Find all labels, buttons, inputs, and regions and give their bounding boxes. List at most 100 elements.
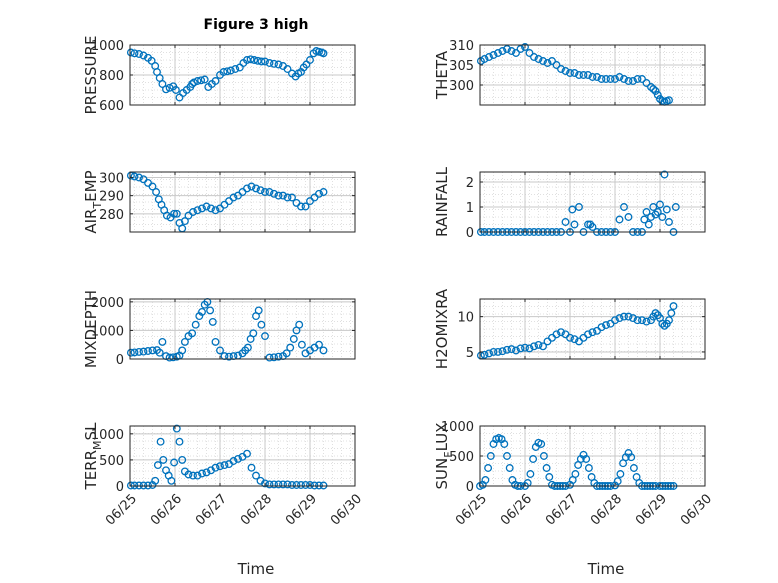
data-point (297, 340, 306, 349)
data-point (649, 203, 658, 211)
data-point (144, 347, 152, 355)
data-point (193, 77, 202, 85)
data-point (139, 347, 148, 356)
data-point (306, 56, 314, 64)
data-point (644, 220, 653, 229)
data-point (489, 51, 498, 59)
y-axis-label-subscript: F (442, 451, 455, 457)
x-tick-label: 06/29 (633, 491, 670, 528)
data-point (180, 337, 189, 346)
data-point (539, 342, 547, 351)
data-point (252, 184, 260, 193)
data-point (620, 312, 628, 321)
x-tick-label: 06/29 (283, 491, 320, 528)
data-point (147, 56, 156, 65)
data-point (653, 91, 662, 99)
data-point (297, 481, 305, 489)
data-point (505, 464, 514, 472)
data-point (658, 319, 667, 328)
y-axis-label-part: PRESSURE (82, 36, 100, 115)
data-point (200, 75, 209, 84)
data-point (525, 49, 534, 57)
data-point (202, 468, 211, 477)
data-point (620, 75, 628, 83)
data-point (288, 481, 296, 489)
data-point (198, 469, 206, 478)
y-axis-label-part: RAINFALL (433, 166, 451, 237)
y-tick-label: 0 (116, 480, 124, 495)
data-point (253, 56, 262, 65)
y-tick-label: 500 (99, 454, 124, 469)
data-point (530, 53, 538, 61)
data-point (651, 309, 660, 318)
data-point (193, 471, 202, 480)
y-axis-label-part: SL (82, 422, 100, 441)
data-point (557, 65, 565, 73)
data-point (537, 440, 546, 448)
data-point (624, 77, 633, 85)
axes-box (129, 425, 356, 487)
data-point (530, 342, 538, 351)
y-tick-label: 0 (466, 226, 474, 241)
y-axis-label: RAINFALL (433, 166, 451, 237)
data-point (548, 57, 556, 65)
data-point (126, 348, 135, 357)
data-point (651, 87, 660, 95)
y-axis-label-part: SUN (433, 458, 451, 490)
x-axis-label-left: Time (237, 560, 275, 578)
data-point (193, 206, 202, 215)
data-point (481, 476, 490, 484)
data-point (649, 85, 658, 93)
y-tick-label: 1 (466, 201, 474, 216)
x-tick-label: 06/28 (588, 491, 625, 528)
data-point (274, 352, 283, 361)
data-point (642, 208, 651, 216)
data-point (629, 77, 637, 85)
data-point (539, 452, 548, 460)
data-point (529, 455, 538, 463)
data-point (135, 173, 143, 182)
x-tick-label: 06/30 (328, 491, 365, 528)
data-point (261, 479, 269, 488)
data-point (638, 316, 646, 325)
data-point (172, 424, 181, 433)
data-point (651, 210, 660, 219)
data-point (274, 60, 283, 69)
data-point (486, 452, 495, 460)
data-point (243, 343, 252, 352)
data-point (274, 480, 283, 489)
data-point (575, 71, 583, 79)
data-point (274, 191, 283, 200)
data-point (159, 455, 168, 464)
data-point (624, 213, 633, 221)
data-point (279, 191, 287, 200)
data-point (480, 55, 489, 63)
data-point (231, 65, 240, 73)
data-point (534, 340, 543, 349)
data-point (158, 80, 167, 88)
data-point (270, 59, 278, 68)
data-point (265, 188, 274, 196)
x-tick-label: 06/27 (193, 491, 230, 528)
data-point (198, 307, 206, 316)
data-point (658, 213, 667, 221)
data-point (642, 317, 651, 326)
data-point (503, 452, 511, 460)
data-point (633, 75, 642, 83)
data-point (265, 59, 274, 67)
data-point (189, 78, 198, 87)
data-point (257, 320, 266, 329)
data-point (156, 437, 165, 446)
data-point (249, 329, 258, 338)
data-point (151, 476, 160, 485)
data-point (613, 477, 622, 486)
y-axis-label: H2OMIXRA (433, 288, 451, 369)
data-point (216, 346, 224, 355)
y-axis-label: TERRMSL (82, 422, 104, 491)
data-point (319, 346, 328, 355)
data-point (250, 56, 259, 64)
data-point (229, 193, 238, 202)
data-point (615, 314, 624, 323)
data-point (297, 202, 305, 211)
